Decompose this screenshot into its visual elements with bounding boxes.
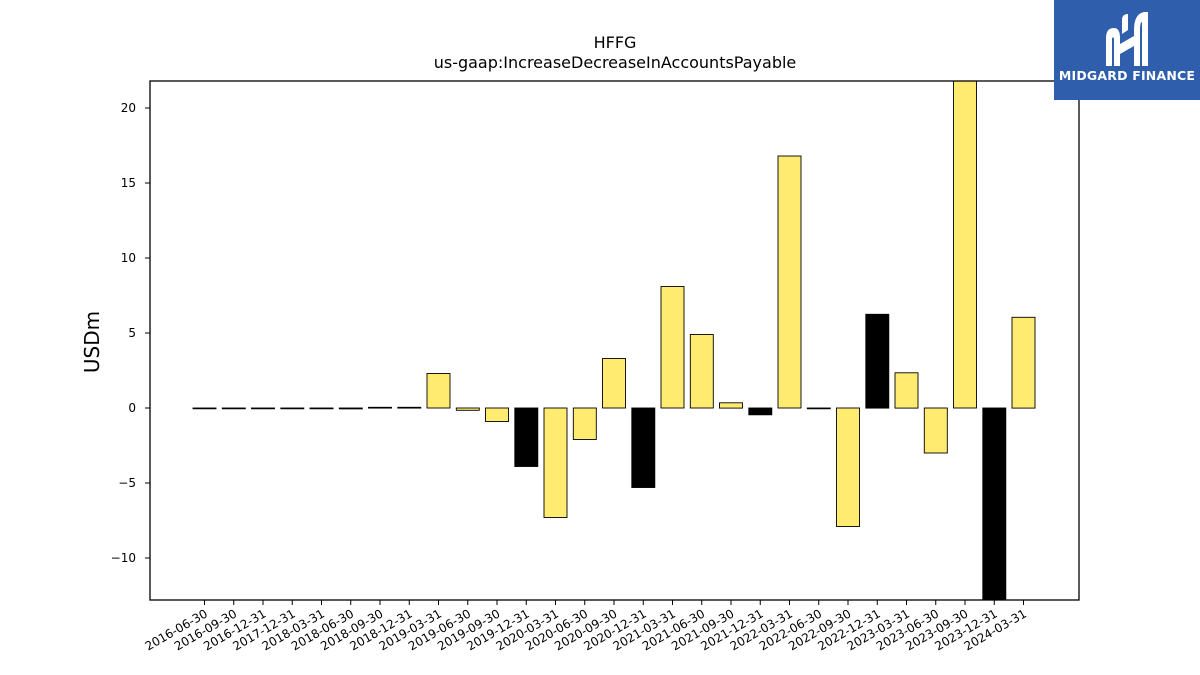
bar-2019-03-31 bbox=[426, 373, 451, 409]
bar-2024-03-31 bbox=[1011, 316, 1036, 409]
bar-2019-12-31 bbox=[514, 407, 539, 467]
bar-2016-09-30 bbox=[221, 407, 246, 410]
brand-logo: MIDGARD FINANCE bbox=[1054, 0, 1200, 100]
bar-2021-06-30 bbox=[689, 334, 714, 409]
bar-2018-09-30 bbox=[368, 406, 392, 409]
bar-2023-06-30 bbox=[923, 407, 948, 454]
y-tick-label: 15 bbox=[121, 176, 136, 190]
bar-2017-12-31 bbox=[280, 407, 305, 410]
bar-2021-12-31 bbox=[748, 407, 773, 416]
bar-2020-06-30 bbox=[572, 407, 597, 440]
plot-frame bbox=[149, 80, 1080, 601]
bar-2018-03-31 bbox=[309, 407, 334, 410]
bar-2020-09-30 bbox=[602, 358, 626, 409]
bars-group bbox=[192, 80, 1036, 601]
bar-2018-06-30 bbox=[338, 407, 363, 410]
bar-2019-06-30 bbox=[455, 407, 480, 411]
y-axis-ticks: −10 −5 0 5 10 15 20 bbox=[111, 101, 150, 565]
y-axis-label: USDm bbox=[80, 311, 104, 373]
y-tick-label: 0 bbox=[128, 401, 136, 415]
bar-2019-09-30 bbox=[485, 407, 509, 422]
bar-2023-12-31 bbox=[982, 407, 1007, 601]
bar-2020-12-31 bbox=[631, 407, 656, 488]
bar-2021-09-30 bbox=[719, 402, 743, 409]
y-tick-label: −5 bbox=[118, 476, 136, 490]
bar-2018-12-31 bbox=[397, 406, 422, 409]
bar-2023-09-30 bbox=[953, 80, 977, 409]
brand-name: MIDGARD FINANCE bbox=[1058, 68, 1196, 83]
y-tick-label: −10 bbox=[111, 551, 136, 565]
bar-2016-06-30 bbox=[192, 407, 217, 410]
y-tick-label: 5 bbox=[128, 326, 136, 340]
chart-subtitle: us-gaap:IncreaseDecreaseInAccountsPayabl… bbox=[434, 53, 797, 72]
bar-2016-12-31 bbox=[251, 407, 275, 410]
bar-2022-03-31 bbox=[777, 155, 802, 409]
bar-2021-03-31 bbox=[660, 286, 685, 409]
bar-2020-03-31 bbox=[543, 407, 568, 518]
y-tick-label: 20 bbox=[121, 101, 136, 115]
bar-2022-06-30 bbox=[806, 407, 831, 410]
bar-2022-09-30 bbox=[836, 407, 860, 527]
x-axis-ticks: 2016-06-302016-09-302016-12-312017-12-31… bbox=[143, 600, 1029, 653]
bar-2023-03-31 bbox=[894, 372, 919, 409]
midgard-m-logo-icon bbox=[1106, 12, 1148, 66]
chart-title: HFFG bbox=[594, 33, 637, 52]
y-tick-label: 10 bbox=[121, 251, 136, 265]
bar-2022-12-31 bbox=[865, 313, 890, 409]
